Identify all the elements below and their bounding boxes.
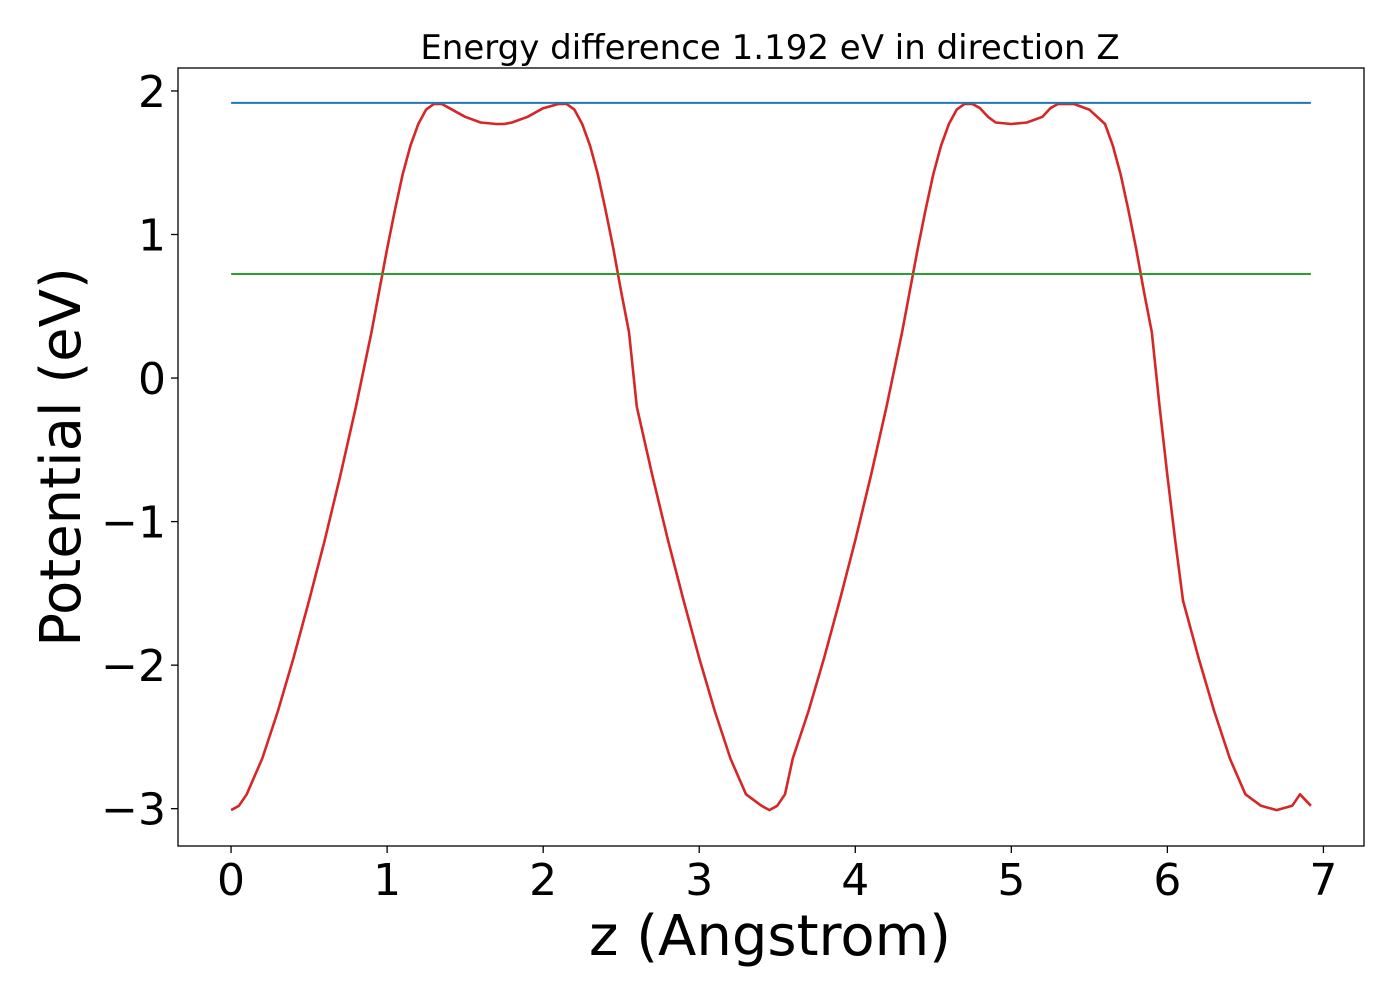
y-tick-label: −2 <box>101 641 166 692</box>
y-tick-label: 1 <box>138 211 166 262</box>
x-tick-label: 2 <box>529 855 557 906</box>
x-tick-label: 4 <box>841 855 869 906</box>
x-tick-label: 1 <box>373 855 401 906</box>
x-tick-label: 7 <box>1309 855 1337 906</box>
series-line-0 <box>230 102 1312 812</box>
series-group <box>230 101 1312 812</box>
x-tick-label: 6 <box>1153 855 1181 906</box>
y-tick-label: −1 <box>101 498 166 549</box>
y-tick-label: 2 <box>138 67 166 118</box>
y-axis-label: Potential (eV) <box>29 267 94 647</box>
x-tick-label: 3 <box>685 855 713 906</box>
y-tick-label: −3 <box>101 785 166 836</box>
y-tick-label: 0 <box>138 354 166 405</box>
x-axis: 0 1 2 3 4 5 6 7 <box>217 846 1337 906</box>
x-axis-label: z (Angstrom) <box>589 904 951 969</box>
y-axis: −3 −2 −1 0 1 2 <box>101 67 178 836</box>
chart-title: Energy difference 1.192 eV in direction … <box>420 28 1119 68</box>
plot-frame <box>177 67 1365 847</box>
x-tick-label: 0 <box>217 855 245 906</box>
x-tick-label: 5 <box>997 855 1025 906</box>
